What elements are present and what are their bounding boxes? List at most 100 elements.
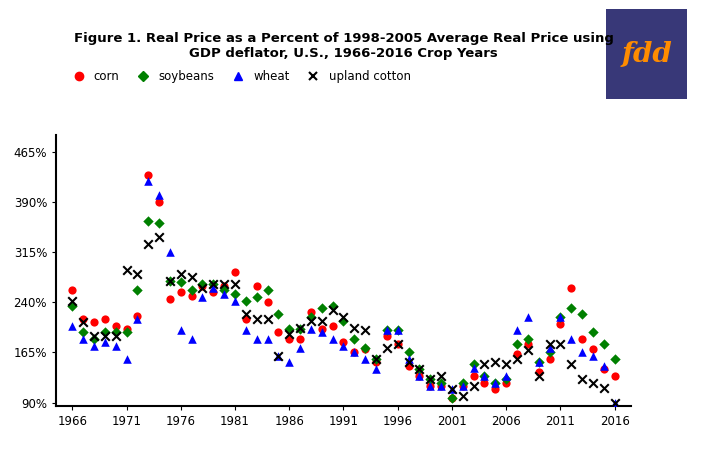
Point xyxy=(360,345,371,353)
Point xyxy=(554,320,566,327)
Point xyxy=(479,372,490,379)
Point xyxy=(587,352,599,359)
Point xyxy=(306,309,317,316)
Point xyxy=(251,336,262,343)
Point xyxy=(479,379,490,386)
Point xyxy=(501,376,512,383)
Point xyxy=(316,329,327,336)
Point xyxy=(447,394,458,401)
Point xyxy=(544,344,555,351)
Point xyxy=(392,340,403,347)
Point xyxy=(566,336,577,343)
Point xyxy=(327,336,339,343)
Point xyxy=(587,379,599,386)
Point xyxy=(587,345,599,353)
Point xyxy=(544,349,555,356)
Point xyxy=(207,280,219,287)
Point xyxy=(175,327,186,334)
Point xyxy=(316,318,327,325)
Point xyxy=(522,340,533,347)
Point xyxy=(219,287,230,294)
Point xyxy=(338,339,349,346)
Point xyxy=(88,336,100,343)
Point xyxy=(186,292,197,299)
Point xyxy=(251,294,262,301)
Point xyxy=(100,315,111,322)
Point xyxy=(327,302,339,309)
Point xyxy=(67,302,78,309)
Point xyxy=(143,217,154,225)
Point xyxy=(435,382,447,390)
Legend: corn, soybeans, wheat, upland cotton: corn, soybeans, wheat, upland cotton xyxy=(62,65,416,88)
Point xyxy=(294,326,306,333)
Point xyxy=(414,366,425,373)
Point xyxy=(306,326,317,333)
Point xyxy=(403,349,414,356)
Point xyxy=(533,369,544,376)
Point xyxy=(490,379,501,386)
Point xyxy=(348,349,360,356)
Point xyxy=(273,352,284,359)
Point xyxy=(435,372,447,379)
Point xyxy=(273,329,284,336)
Point xyxy=(229,269,240,276)
Point xyxy=(370,355,381,363)
Point xyxy=(576,336,587,343)
Point xyxy=(544,340,555,347)
Point xyxy=(403,355,414,363)
Point xyxy=(327,307,339,314)
Point xyxy=(576,349,587,356)
Point xyxy=(566,284,577,291)
Point xyxy=(348,336,360,343)
Point xyxy=(197,282,208,289)
Point xyxy=(132,312,143,319)
Point xyxy=(100,332,111,339)
Point xyxy=(609,399,620,406)
Point xyxy=(88,332,100,339)
Point xyxy=(164,295,175,303)
Point xyxy=(609,399,620,406)
Point xyxy=(566,360,577,368)
Point xyxy=(490,359,501,366)
Point xyxy=(100,339,111,346)
Point xyxy=(316,304,327,311)
Point xyxy=(294,336,306,343)
Point xyxy=(554,340,566,347)
Point xyxy=(381,332,393,339)
Point xyxy=(175,279,186,286)
Point xyxy=(262,299,273,306)
Point xyxy=(78,336,89,343)
Point xyxy=(207,289,219,296)
Point xyxy=(501,372,512,379)
Point xyxy=(338,318,349,325)
Point xyxy=(219,282,230,289)
Point xyxy=(447,394,458,401)
Point xyxy=(544,355,555,363)
Point xyxy=(88,342,100,350)
Point xyxy=(186,287,197,294)
Point xyxy=(197,280,208,287)
Point xyxy=(110,322,121,329)
Point xyxy=(284,336,295,343)
Point xyxy=(403,359,414,366)
Point xyxy=(370,355,381,363)
Point xyxy=(273,311,284,318)
Point xyxy=(143,177,154,184)
Point xyxy=(381,344,393,351)
Point xyxy=(273,352,284,359)
Point xyxy=(186,336,197,343)
Point xyxy=(143,172,154,179)
Point xyxy=(435,379,447,386)
Point xyxy=(447,386,458,393)
Point xyxy=(78,329,89,336)
Point xyxy=(306,313,317,321)
Point xyxy=(479,372,490,379)
Point xyxy=(490,379,501,386)
Point xyxy=(186,273,197,281)
Point xyxy=(175,271,186,278)
Point xyxy=(522,313,533,321)
Point xyxy=(110,342,121,350)
Text: Figure 1. Real Price as a Percent of 1998-2005 Average Real Price using
GDP defl: Figure 1. Real Price as a Percent of 199… xyxy=(74,32,613,60)
Point xyxy=(154,198,165,206)
Point xyxy=(100,329,111,336)
